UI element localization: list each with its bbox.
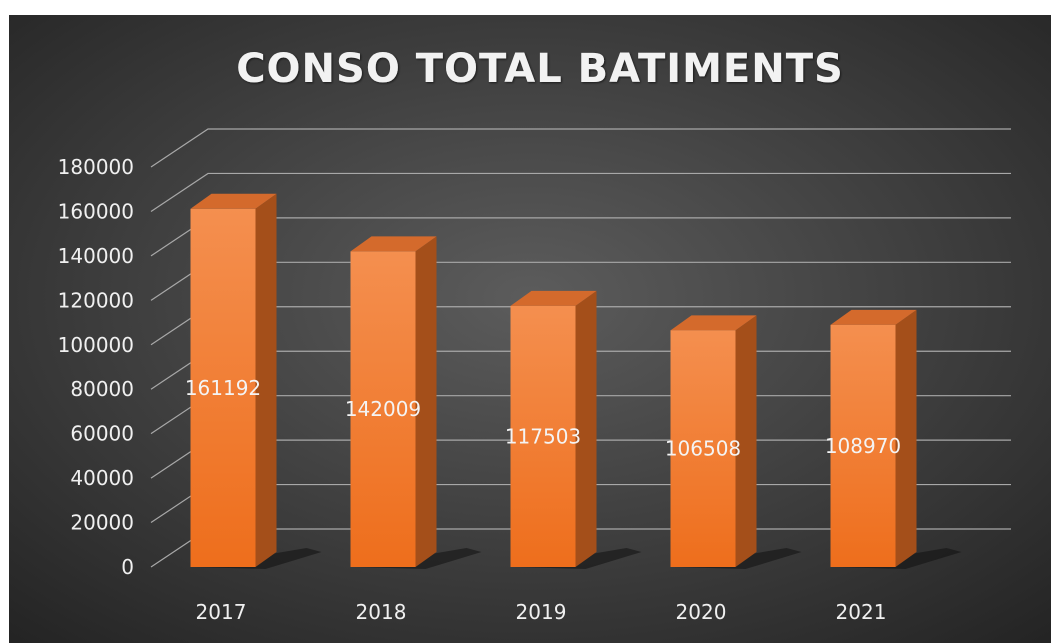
y-tick-label: 180000 <box>58 155 134 179</box>
bar-data-label: 142009 <box>345 397 421 421</box>
bar-top <box>190 193 277 209</box>
bar-top <box>350 236 437 252</box>
y-tick-label: 120000 <box>58 288 134 312</box>
x-tick-label: 2017 <box>196 600 247 624</box>
bar <box>670 330 736 567</box>
x-tick-label: 2021 <box>836 600 887 624</box>
bar-top <box>670 315 757 331</box>
bars: 161192 142009 117503 106508 108970 <box>185 193 962 569</box>
y-tick-label: 60000 <box>70 422 134 446</box>
bar-side <box>575 290 597 567</box>
y-tick-label: 0 <box>121 555 134 579</box>
chart-frame: 0 20000 40000 60000 80000 100000 120000 140000 1… <box>9 15 1051 643</box>
bar-data-label: 108970 <box>825 434 901 458</box>
bar-side <box>415 236 437 567</box>
bar-chart: 0 20000 40000 60000 80000 100000 120000 140000 1… <box>9 15 1051 643</box>
bar-side <box>735 315 757 567</box>
bar <box>510 305 576 567</box>
bar-data-label: 117503 <box>505 424 581 448</box>
gridline <box>150 172 1011 212</box>
bar <box>350 251 416 567</box>
bar-top <box>830 309 917 325</box>
x-axis-ticks: 2017 2018 2019 2020 2021 <box>196 600 887 624</box>
x-tick-label: 2019 <box>516 600 567 624</box>
bar-data-label: 161192 <box>185 376 261 400</box>
y-axis-ticks: 0 20000 40000 60000 80000 100000 120000 140000 1… <box>58 155 134 579</box>
bar-side <box>255 193 277 567</box>
x-tick-label: 2018 <box>356 600 407 624</box>
bar <box>830 324 896 567</box>
bar-side <box>895 309 917 567</box>
x-tick-label: 2020 <box>676 600 727 624</box>
bar <box>190 208 256 567</box>
bar-top <box>510 290 597 306</box>
y-tick-label: 40000 <box>70 466 134 490</box>
y-tick-label: 20000 <box>70 511 134 535</box>
y-tick-label: 160000 <box>58 199 134 223</box>
y-tick-label: 80000 <box>70 377 134 401</box>
y-tick-label: 140000 <box>58 244 134 268</box>
gridline <box>150 128 1011 168</box>
y-tick-label: 100000 <box>58 333 134 357</box>
bar-data-label: 106508 <box>665 437 741 461</box>
chart-title: CONSO TOTAL BATIMENTS <box>236 46 844 92</box>
